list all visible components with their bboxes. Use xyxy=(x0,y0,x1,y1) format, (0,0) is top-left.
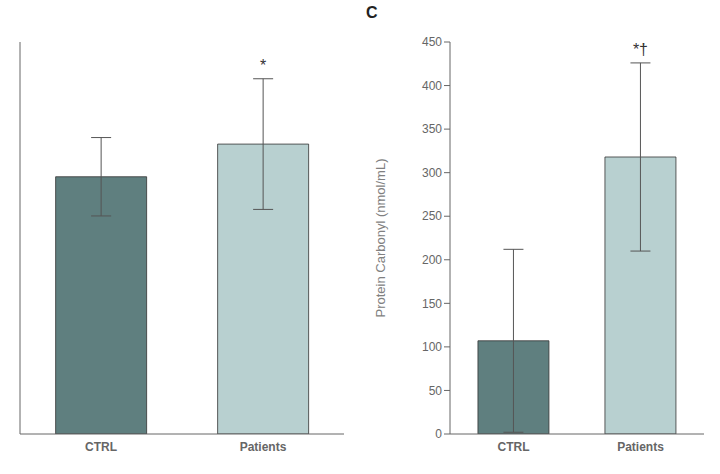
svg-text:Patients: Patients xyxy=(240,440,287,454)
svg-text:50: 50 xyxy=(429,384,443,398)
svg-text:CTRL: CTRL xyxy=(498,440,530,454)
svg-text:CTRL: CTRL xyxy=(85,440,117,454)
svg-text:400: 400 xyxy=(422,79,442,93)
svg-text:*†: *† xyxy=(633,41,648,58)
svg-text:150: 150 xyxy=(422,297,442,311)
svg-text:300: 300 xyxy=(422,166,442,180)
svg-text:250: 250 xyxy=(422,209,442,223)
svg-text:100: 100 xyxy=(422,340,442,354)
html-text:C: C xyxy=(366,4,378,21)
svg-text:200: 200 xyxy=(422,253,442,267)
svg-text:350: 350 xyxy=(422,122,442,136)
svg-text:0: 0 xyxy=(435,427,442,441)
svg-text:Protein Carbonyl (nmol/mL): Protein Carbonyl (nmol/mL) xyxy=(373,159,388,318)
svg-text:450: 450 xyxy=(422,35,442,49)
svg-text:*: * xyxy=(260,57,266,74)
svg-text:Patients: Patients xyxy=(617,440,664,454)
